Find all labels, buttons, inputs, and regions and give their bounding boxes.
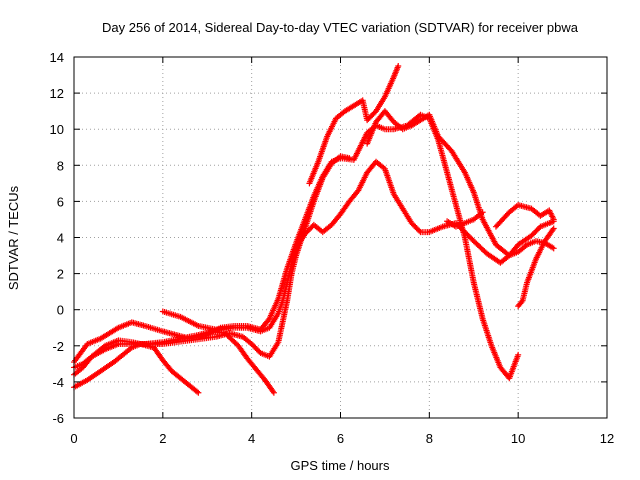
data-point — [256, 348, 263, 355]
data-point — [194, 388, 201, 395]
data-point — [265, 317, 272, 324]
y-tick-label: -6 — [52, 411, 64, 426]
x-tick-label: 6 — [337, 431, 344, 446]
y-tick-label: 6 — [57, 194, 64, 209]
data-point — [536, 224, 543, 231]
series-10 — [515, 225, 557, 310]
series-6 — [306, 63, 402, 187]
data-point — [395, 63, 402, 70]
chart-title: Day 256 of 2014, Sidereal Day-to-day VTE… — [102, 20, 579, 35]
series-1 — [71, 340, 202, 396]
y-tick-label: 14 — [50, 50, 64, 65]
y-tick-label: 4 — [57, 231, 64, 246]
y-tick-label: 8 — [57, 158, 64, 173]
data-point — [195, 389, 202, 396]
x-axis-title: GPS time / hours — [291, 458, 390, 473]
data-point — [550, 245, 557, 252]
plot-series — [71, 63, 557, 396]
data-point — [515, 351, 522, 358]
data-point — [416, 227, 423, 234]
y-tick-label: 0 — [57, 303, 64, 318]
x-tick-label: 4 — [248, 431, 255, 446]
series-7 — [364, 108, 557, 259]
data-point — [550, 225, 557, 232]
y-tick-label: -4 — [52, 375, 64, 390]
data-point — [550, 216, 557, 223]
y-tick-label: 2 — [57, 267, 64, 282]
y-axis-title: SDTVAR / TECUs — [6, 185, 21, 290]
x-tick-label: 8 — [426, 431, 433, 446]
y-tick-label: 12 — [50, 86, 64, 101]
data-point — [479, 209, 486, 216]
series-3 — [71, 153, 353, 378]
series-9 — [492, 202, 557, 230]
data-point — [270, 389, 277, 396]
y-tick-label: -2 — [52, 339, 64, 354]
x-tick-label: 0 — [70, 431, 77, 446]
data-point — [518, 299, 525, 306]
series-8 — [444, 209, 486, 230]
x-tick-label: 10 — [511, 431, 525, 446]
x-tick-label: 12 — [600, 431, 614, 446]
tick-labels: 0 2 4 6 8 10 12 -6 -4 -2 0 2 4 6 8 10 12 14 — [50, 50, 615, 446]
y-tick-label: 10 — [50, 122, 64, 137]
axis-ticks — [73, 56, 608, 419]
x-tick-label: 2 — [159, 431, 166, 446]
